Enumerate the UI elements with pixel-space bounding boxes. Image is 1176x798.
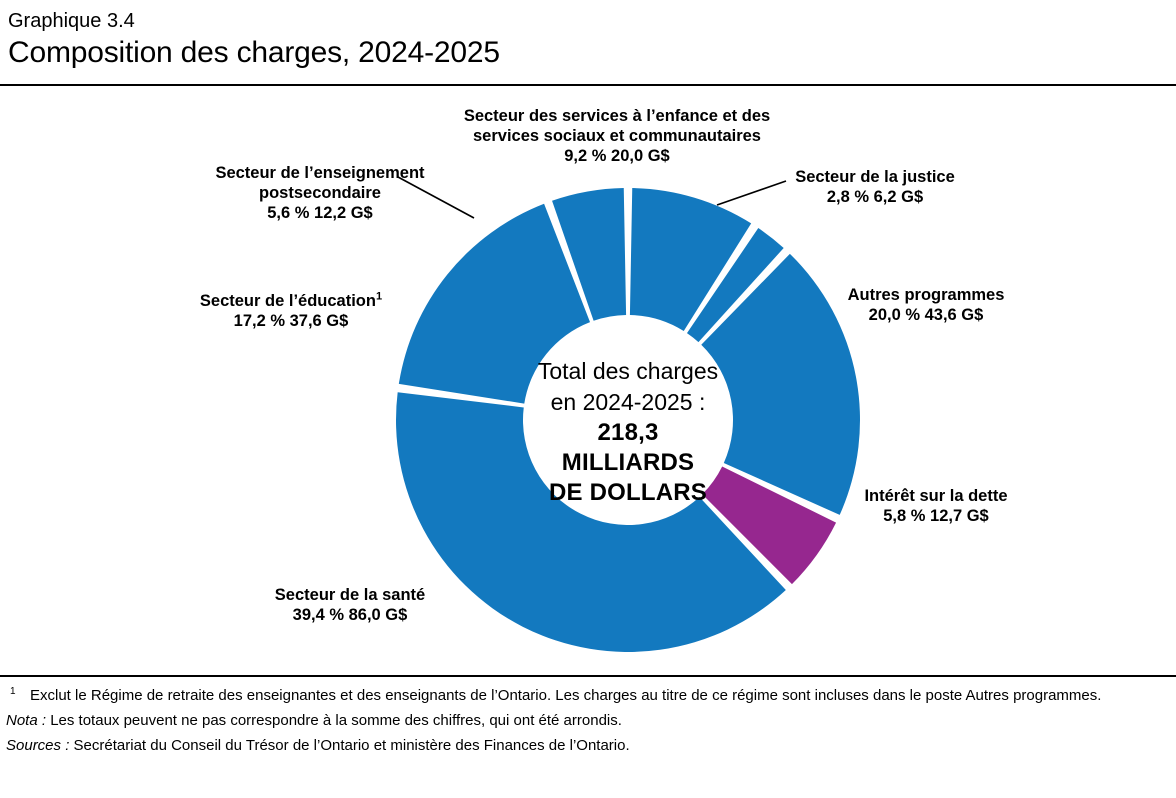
slice-value-justice: 2,8 % 6,2 G$ [826,188,924,206]
footnote-sources-label: Sources : [6,737,70,754]
slice-label-autres-programmes-line1: Autres programmes [847,286,1005,304]
leader-lines [397,176,787,219]
donut-slice[interactable] [702,466,837,585]
donut-slice[interactable] [552,188,627,321]
header-divider [0,84,1176,86]
slice-label-postsecondaire-line1: Secteur de l’enseignement [215,164,425,182]
footnote-1-text: Exclut le Régime de retraite des enseign… [30,687,1102,704]
footnote-marker-education: 1 [375,290,383,303]
slice-label-interet-dette: Intérêt sur la dette 5,8 % 12,7 G$ [855,486,1017,526]
footnotes: 1 Exclut le Régime de retraite des enseig… [0,683,1176,758]
slice-value-education: 17,2 % 37,6 G$ [233,312,349,330]
slice-value-sante: 39,4 % 86,0 G$ [292,606,408,624]
footnote-nota-label: Nota : [6,712,47,729]
leader-line-postsecondaire [397,176,475,219]
slice-label-autres-programmes: Autres programmes 20,0 % 43,6 G$ [843,285,1009,325]
footnote-nota-text: Les totaux peuvent ne pas correspondre à… [46,712,622,729]
donut-chart-svg [396,176,860,652]
donut-slice[interactable] [398,203,591,404]
footnote-nota: Nota : Les totaux peuvent ne pas corresp… [6,708,1170,733]
slice-value-interet-dette: 5,8 % 12,7 G$ [883,507,989,525]
donut-slices [396,188,860,652]
slice-value-postsecondaire: 5,6 % 12,2 G$ [267,204,373,222]
donut-chart: Total des charges en 2024-2025 : 218,3 M… [0,88,1176,674]
slice-label-postsecondaire-line2: postsecondaire [259,184,381,202]
donut-slice[interactable] [701,253,860,515]
chart-number: Graphique 3.4 [8,10,135,32]
slice-label-education-line1: Secteur de l’éducation [199,292,376,310]
slice-label-enfance-line2: services sociaux et communautaires [473,127,761,145]
slice-label-justice: Secteur de la justice 2,8 % 6,2 G$ [789,167,961,207]
slice-label-interet-dette-line1: Intérêt sur la dette [864,487,1008,505]
slice-label-postsecondaire: Secteur de l’enseignement postsecondaire… [196,163,444,223]
slice-label-sante: Secteur de la santé 39,4 % 86,0 G$ [268,585,432,625]
page-title: Composition des charges, 2024-2025 [8,36,500,69]
donut-slice[interactable] [686,228,784,343]
donut-slice[interactable] [629,188,752,332]
donut-slice[interactable] [396,392,786,652]
slice-label-justice-line1: Secteur de la justice [795,168,955,186]
slice-label-enfance: Secteur des services à l’enfance et des … [451,106,783,166]
footnote-divider [0,675,1176,677]
footnote-1-marker: 1 [10,686,16,697]
footnote-sources-text: Secrétariat du Conseil du Trésor de l’On… [69,737,630,754]
slice-value-enfance: 9,2 % 20,0 G$ [564,147,670,165]
leader-line-justice [716,180,787,206]
footnote-1: 1 Exclut le Régime de retraite des enseig… [6,683,1170,708]
slice-label-sante-line1: Secteur de la santé [274,586,426,604]
slice-label-education: Secteur de l’éducation1 17,2 % 37,6 G$ [180,291,402,331]
footnote-sources: Sources : Secrétariat du Conseil du Trés… [6,733,1170,758]
chart-header: Graphique 3.4 Composition des charges, 2… [0,0,1176,72]
slice-label-enfance-line1: Secteur des services à l’enfance et des [463,107,771,125]
slice-value-autres-programmes: 20,0 % 43,6 G$ [868,306,984,324]
